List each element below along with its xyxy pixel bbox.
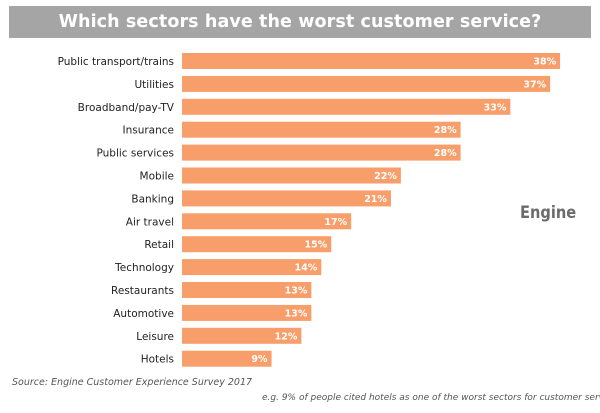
footnote: e.g. 9% of people cited hotels as one of… [262,393,600,403]
bar [182,98,511,115]
bar [182,167,401,184]
value-label: 17% [324,217,347,228]
value-label: 28% [434,125,457,136]
category-label: Leisure [136,331,174,343]
value-label: 38% [533,57,556,68]
value-label: 15% [305,240,328,251]
chart-title: Which sectors have the worst customer se… [9,6,591,38]
category-label: Banking [131,193,174,205]
category-label: Broadband/pay-TV [78,102,175,114]
category-label: Mobile [140,171,174,183]
category-label: Public transport/trains [58,56,174,68]
bar [182,304,312,321]
bar [182,259,322,276]
bar [182,213,352,230]
category-label: Automotive [113,308,174,320]
source-note: Source: Engine Customer Experience Surve… [12,377,253,388]
value-label: 13% [285,286,308,297]
bar [182,53,561,69]
category-label: Insurance [122,125,174,137]
category-label: Air travel [126,216,174,228]
category-label: Restaurants [111,285,174,297]
bar [182,75,551,92]
bar [182,350,272,367]
value-label: 21% [364,194,387,205]
category-label: Utilities [134,79,174,91]
value-label: 9% [251,354,268,365]
value-label: 37% [523,79,546,90]
bar [182,190,391,207]
value-label: 13% [285,308,308,319]
bar [182,144,461,161]
category-label: Retail [144,239,174,251]
category-label: Public services [97,148,175,160]
engine-logo: Engine [520,203,577,223]
value-label: 22% [374,171,397,182]
bar [182,282,312,298]
value-label: 12% [275,331,298,342]
category-label: Hotels [141,354,174,366]
value-label: 28% [434,148,457,159]
bar [182,327,302,344]
bar [182,121,461,138]
value-label: 33% [484,102,507,113]
bar [182,236,332,253]
category-label: Technology [114,262,174,274]
value-label: 14% [295,263,318,274]
